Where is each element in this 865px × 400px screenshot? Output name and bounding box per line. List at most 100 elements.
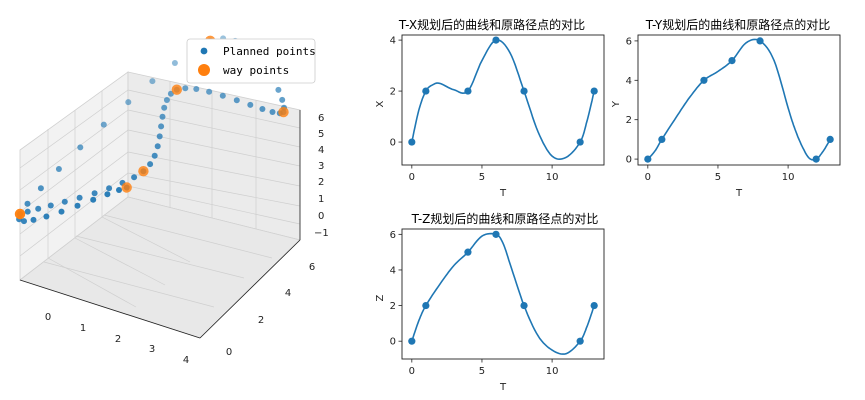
planned-point [125,99,132,106]
z-tick-label: 4 [318,145,324,156]
planned-point [91,190,98,197]
y-ticks: 0 2 4 6 [626,36,638,166]
planned-point [35,205,42,212]
legend-box [186,38,316,84]
planned-point [106,185,113,192]
planned-point [24,208,31,215]
y-tick-label: 2 [258,315,264,326]
planned-point [58,208,65,215]
legend-label-planned: Planned points [223,45,316,58]
y-tick-label: 2 [626,115,632,126]
planned-point [154,143,161,150]
x-tick-label: 0 [409,366,415,377]
planned-point [275,86,282,93]
waypoint-marker [812,155,820,163]
waypoint-markers [408,230,598,345]
waypoint-marker [492,36,500,44]
plot-title: T-Z规划后的曲线和原路径点的对比 [411,211,599,226]
way-point [171,84,182,95]
planned-point [161,104,168,111]
x-tick-label: 4 [183,355,189,366]
planned-point [182,85,189,92]
plot-t-x: T-X规划后的曲线和原路径点的对比 0 5 10 0 2 4 T X [375,17,605,199]
z-tick-label: 2 [318,177,324,188]
plot-3d-scatter: 0 1 2 3 4 0 2 4 6 −1 0 1 2 3 4 5 6 Pl [14,35,329,366]
z-tick-label: −1 [314,228,329,239]
smooth-curve [411,232,595,355]
waypoint-marker [590,87,598,95]
x-tick-label: 2 [115,334,121,345]
smooth-curve [647,38,831,161]
planned-point [219,92,226,99]
x-ticks: 0 5 10 [409,359,558,377]
z-tick-label: 1 [318,194,324,205]
y-ticks: 0 2 4 6 [390,230,402,348]
legend-marker-planned [200,47,208,55]
planned-point [104,191,111,198]
plot-frame [401,34,605,166]
x-tick-label: 5 [479,172,485,183]
x-tick-label: 3 [149,344,155,355]
y-tick-label: 0 [390,138,396,149]
planned-point [55,166,62,172]
plot-frame [401,228,605,360]
waypoint-marker [826,135,834,143]
x-tick-label: 10 [546,172,559,183]
way-point [278,106,289,118]
planned-point [149,78,156,85]
waypoint-markers [644,37,834,163]
x-tick-label: 1 [80,323,86,334]
waypoint-marker [700,76,708,84]
x-tick-label: 5 [479,366,485,377]
grid-lines-3d [19,81,301,308]
planned-point [90,196,97,203]
x-tick-label: 0 [45,312,51,323]
waypoint-marker [422,87,430,95]
waypoint-marker [520,87,528,95]
plot-t-z: T-Z规划后的曲线和原路径点的对比 0 5 10 0 2 4 6 T Z [375,211,605,393]
waypoint-marker [408,138,416,146]
planned-point [147,161,154,168]
smooth-curve [411,39,595,161]
x-ticks: 0 5 10 [645,165,794,183]
planned-point [233,97,240,104]
x-tick-label: 0 [645,172,651,183]
planned-point [171,60,178,66]
y-tick-label: 6 [390,230,396,241]
plot-title: T-X规划后的曲线和原路径点的对比 [398,17,585,32]
z-tick-labels-3d: −1 0 1 2 3 4 5 6 [314,113,329,239]
y-tick-label: 4 [626,76,632,87]
waypoint-markers [408,36,598,146]
plot-frame [637,34,841,166]
z-tick-label: 3 [318,161,324,172]
waypoint-marker [408,337,416,345]
x-ticks: 0 5 10 [409,165,559,183]
planned-point [163,97,170,103]
planned-point [247,101,254,108]
waypoint-marker [644,155,652,163]
y-tick-label: 4 [285,288,291,299]
planned-point [74,202,81,209]
waypoint-marker [756,37,764,45]
planned-point [43,213,50,220]
waypoint-marker [590,301,598,310]
y-tick-label: 6 [309,262,315,273]
y-tick-label: 2 [390,301,396,312]
x-tick-label: 5 [715,172,721,183]
planned-point [206,88,213,95]
legend-marker-waypoints [198,64,210,76]
planned-point [131,174,138,181]
waypoint-marker [464,87,472,95]
y-axis-label: X [375,100,386,107]
waypoint-marker [576,337,584,345]
waypoint-marker [658,135,666,143]
x-tick-labels-3d: 0 1 2 3 4 [45,312,189,366]
planned-point [37,185,44,192]
z-tick-label: 0 [318,211,324,222]
z-tick-label: 6 [318,113,324,124]
planned-point [24,200,31,207]
y-axis-3d [199,239,301,339]
way-point [14,208,26,220]
x-axis-label: T [735,188,743,199]
